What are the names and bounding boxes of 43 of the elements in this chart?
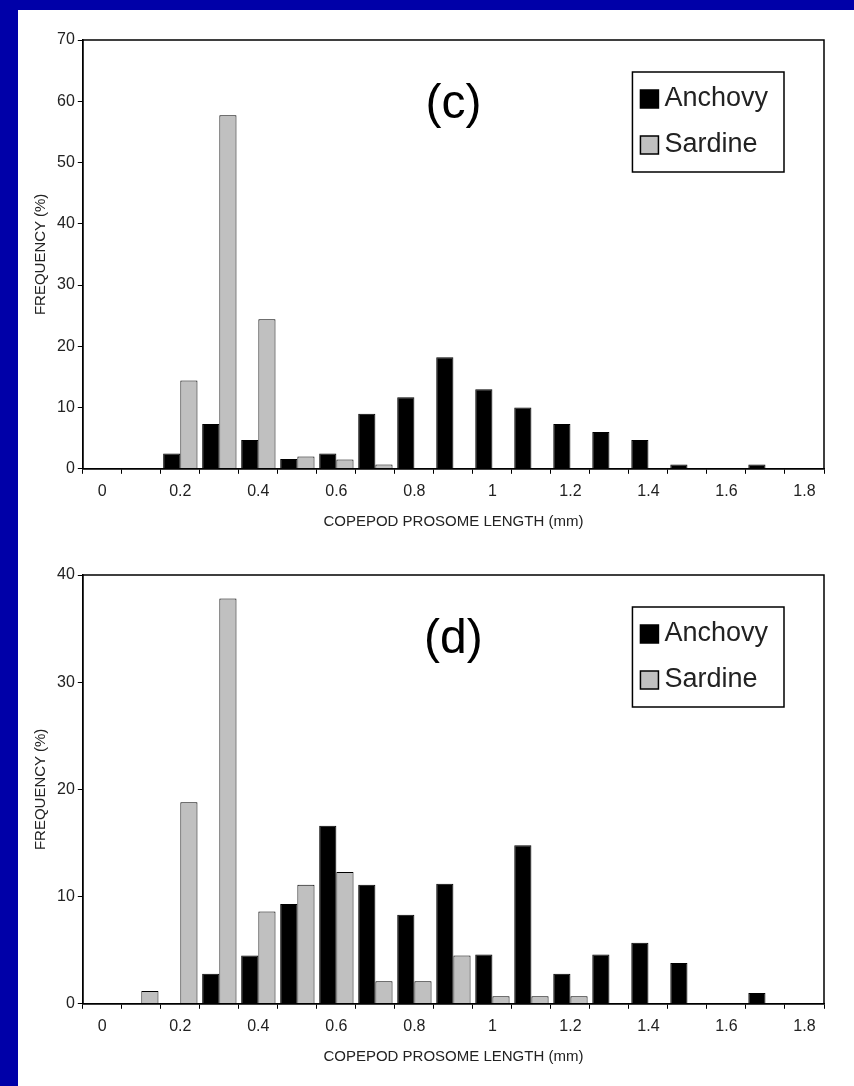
- y-tick-label: 20: [57, 336, 75, 354]
- y-tick-label: 30: [57, 275, 75, 293]
- x-tick-label: 1.6: [715, 481, 738, 499]
- x-tick-label: 1.8: [793, 1016, 816, 1034]
- x-tick-label: 0.2: [169, 481, 192, 499]
- y-tick-label: 40: [57, 565, 75, 583]
- y-tick-label: 0: [65, 459, 75, 477]
- y-tick-label: 20: [57, 779, 75, 797]
- x-tick-label: 0.6: [325, 481, 348, 499]
- x-axis-title: COPEPOD PROSOME LENGTH (mm): [323, 512, 584, 530]
- x-tick-label: 0: [97, 481, 107, 499]
- y-tick-label: 60: [57, 91, 75, 109]
- x-tick-label: 0.8: [403, 1016, 426, 1034]
- x-tick-label: 1.2: [559, 1016, 582, 1034]
- y-tick-label: 70: [57, 30, 75, 48]
- y-axis-title: FREQUENCY (%): [31, 728, 49, 851]
- x-tick-label: 1.2: [559, 481, 582, 499]
- x-tick-label: 1: [487, 1016, 497, 1034]
- legend-label: Sardine: [664, 128, 758, 159]
- x-tick-label: 1.4: [637, 481, 660, 499]
- y-tick-label: 10: [57, 397, 75, 415]
- annotation: (c): [425, 75, 482, 129]
- y-tick-label: 0: [65, 994, 75, 1012]
- y-axis-title: FREQUENCY (%): [31, 193, 49, 316]
- y-tick-label: 40: [57, 214, 75, 232]
- x-tick-label: 0: [97, 1016, 107, 1034]
- legend-label: Anchovy: [664, 617, 769, 648]
- y-tick-label: 10: [57, 887, 75, 905]
- x-tick-label: 1.6: [715, 1016, 738, 1034]
- y-tick-label: 50: [57, 152, 75, 170]
- x-tick-label: 1: [487, 481, 497, 499]
- x-tick-label: 0.4: [247, 481, 270, 499]
- legend-label: Anchovy: [664, 82, 769, 113]
- x-axis-title: COPEPOD PROSOME LENGTH (mm): [323, 1047, 584, 1065]
- x-tick-label: 0.4: [247, 1016, 270, 1034]
- legend-label: Sardine: [664, 663, 758, 694]
- annotation: (d): [424, 610, 483, 664]
- x-tick-label: 0.2: [169, 1016, 192, 1034]
- y-tick-label: 30: [57, 672, 75, 690]
- x-tick-label: 1.8: [793, 481, 816, 499]
- x-tick-label: 0.8: [403, 481, 426, 499]
- x-tick-label: 0.6: [325, 1016, 348, 1034]
- x-tick-label: 1.4: [637, 1016, 660, 1034]
